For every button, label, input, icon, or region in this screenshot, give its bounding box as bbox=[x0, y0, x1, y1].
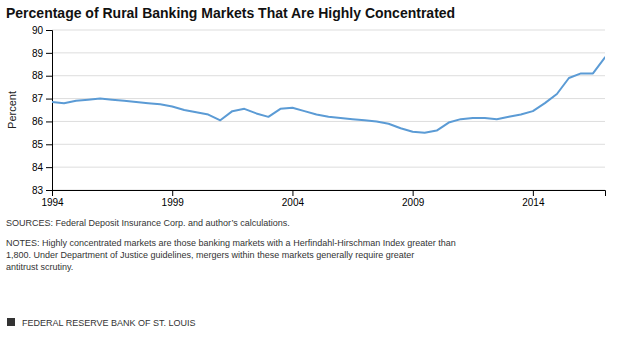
tick: 84 bbox=[32, 162, 52, 173]
y-axis: 83 84 85 86 87 88 89 90 bbox=[32, 25, 53, 196]
line bbox=[52, 57, 605, 132]
grid-line bbox=[52, 52, 605, 53]
footer-square bbox=[7, 318, 15, 326]
tick-label: 2004 bbox=[282, 197, 305, 208]
tick: 87 bbox=[32, 93, 52, 104]
tick-label: 89 bbox=[32, 48, 44, 59]
tick: 86 bbox=[32, 116, 52, 127]
grid-line bbox=[52, 144, 605, 145]
tick-label: 85 bbox=[32, 139, 44, 150]
tick-mark bbox=[46, 76, 52, 77]
tick-label: 86 bbox=[32, 116, 44, 127]
tick-label: 83 bbox=[32, 185, 44, 196]
y-axis-label: Percent bbox=[6, 91, 18, 129]
x-axis: 1994 1999 2004 2009 2014 bbox=[41, 190, 605, 208]
tick-mark bbox=[533, 190, 534, 196]
chart: Percentage of Rural Banking Markets That… bbox=[0, 0, 621, 337]
tick: 1999 bbox=[162, 190, 185, 208]
tick-label: 90 bbox=[32, 25, 44, 36]
tick: 2009 bbox=[402, 190, 425, 208]
tick-mark bbox=[413, 190, 414, 196]
tick: 1994 bbox=[41, 190, 64, 208]
grid-line bbox=[52, 121, 605, 122]
grid-line bbox=[52, 167, 605, 168]
notes: NOTES: Highly concentrated markets are t… bbox=[6, 238, 456, 272]
tick-mark bbox=[172, 190, 173, 196]
tick: 2014 bbox=[522, 190, 545, 208]
tick-mark bbox=[46, 144, 52, 145]
tick: 85 bbox=[32, 139, 52, 150]
tick-label: 87 bbox=[32, 93, 44, 104]
tick-label: 88 bbox=[32, 70, 44, 81]
plot: 1994 1999 2004 2009 2014 83 84 85 86 87 88 89 90 Perc… bbox=[6, 25, 606, 208]
grid-line bbox=[52, 98, 605, 99]
axis-line bbox=[53, 191, 606, 197]
tick-mark bbox=[292, 190, 293, 196]
tick: 90 bbox=[32, 25, 52, 36]
grid bbox=[52, 30, 605, 190]
tick-mark bbox=[46, 190, 52, 191]
tick-label: 2009 bbox=[402, 197, 425, 208]
tick-label: 1994 bbox=[41, 197, 64, 208]
marks bbox=[52, 57, 605, 132]
tick: 88 bbox=[32, 70, 52, 81]
axis-line bbox=[46, 31, 53, 191]
tick-mark bbox=[46, 99, 52, 100]
sources: SOURCES: Federal Deposit Insurance Corp.… bbox=[6, 218, 290, 228]
tick-label: 84 bbox=[32, 162, 44, 173]
tick-label: 2014 bbox=[522, 197, 545, 208]
grid-line bbox=[52, 75, 605, 76]
tick-mark bbox=[46, 53, 52, 54]
tick-label: 1999 bbox=[162, 197, 185, 208]
title: Percentage of Rural Banking Markets That… bbox=[6, 5, 455, 21]
footer: FEDERAL RESERVE BANK OF ST. LOUIS bbox=[22, 318, 196, 328]
tick: 2004 bbox=[282, 190, 305, 208]
tick-mark bbox=[46, 167, 52, 168]
grid-line bbox=[52, 30, 605, 31]
tick: 83 bbox=[32, 185, 52, 196]
tick: 89 bbox=[32, 48, 52, 59]
tick-mark bbox=[46, 30, 52, 31]
tick-mark bbox=[46, 121, 52, 122]
